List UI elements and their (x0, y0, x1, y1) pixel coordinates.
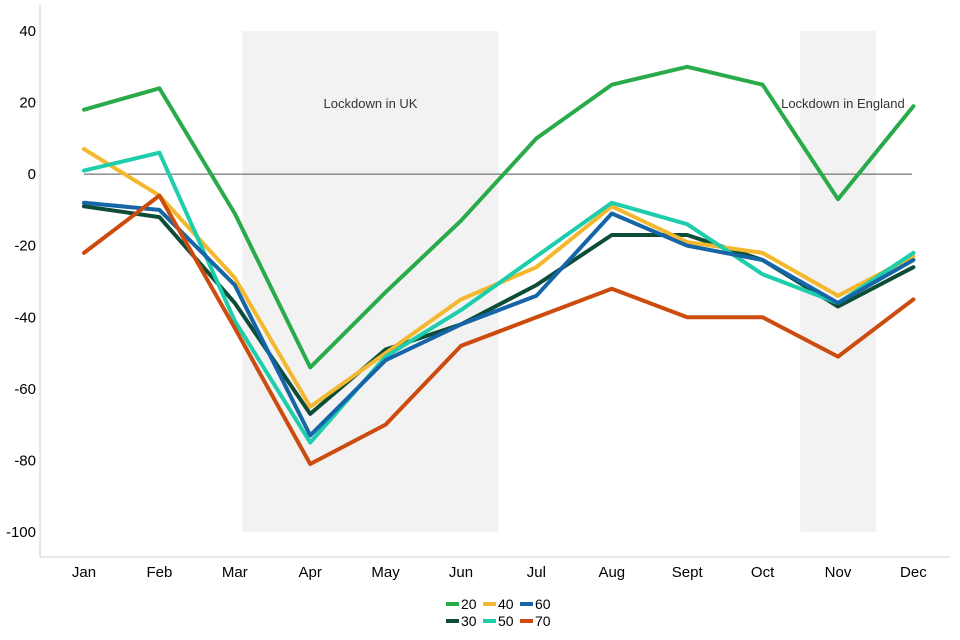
annotation-2: Lockdown in England (781, 96, 905, 111)
y-tick-label: 0 (28, 166, 36, 183)
x-tick-label: Oct (751, 564, 775, 581)
legend-label-40: 40 (498, 596, 514, 612)
legend-label-60: 60 (535, 596, 551, 612)
x-tick-label: May (371, 564, 400, 581)
annotation-1: Lockdown in UK (324, 96, 418, 111)
x-tick-label: Jan (72, 564, 96, 581)
shaded-period-1 (242, 31, 499, 532)
annotations: Lockdown in UK Lockdown in England (324, 96, 905, 111)
y-tick-label: -80 (14, 452, 36, 469)
y-tick-label: 20 (19, 95, 36, 112)
x-tick-label: Jun (449, 564, 473, 581)
x-tick-label: Aug (598, 564, 625, 581)
legend-label-50: 50 (498, 613, 514, 629)
y-tick-label: -60 (14, 381, 36, 398)
x-tick-label: Mar (222, 564, 248, 581)
y-tick-label: 40 (19, 23, 36, 40)
y-tick-label: -20 (14, 238, 36, 255)
x-tick-label: Dec (900, 564, 927, 581)
x-tick-label: Feb (146, 564, 172, 581)
x-tick-label: Apr (299, 564, 322, 581)
legend-label-20: 20 (461, 596, 477, 612)
y-tick-labels: 40 20 0 -20 -40 -60 -80 -100 (6, 23, 36, 541)
legend-label-30: 30 (461, 613, 477, 629)
series-line-70 (82, 193, 916, 466)
x-tick-label: Jul (527, 564, 546, 581)
x-tick-label: Sept (672, 564, 704, 581)
x-tick-labels: Jan Feb Mar Apr May Jun Jul Aug Sept Oct Nov Dec (72, 564, 927, 581)
series-line-50 (82, 150, 916, 445)
series-line-20 (82, 64, 916, 370)
x-tick-label: Nov (825, 564, 852, 581)
legend-label-70: 70 (535, 613, 551, 629)
y-tick-label: -40 (14, 309, 36, 326)
series-line-60 (82, 200, 916, 438)
y-tick-label: -100 (6, 524, 36, 541)
series-lines (82, 64, 916, 466)
axes (39, 5, 950, 558)
